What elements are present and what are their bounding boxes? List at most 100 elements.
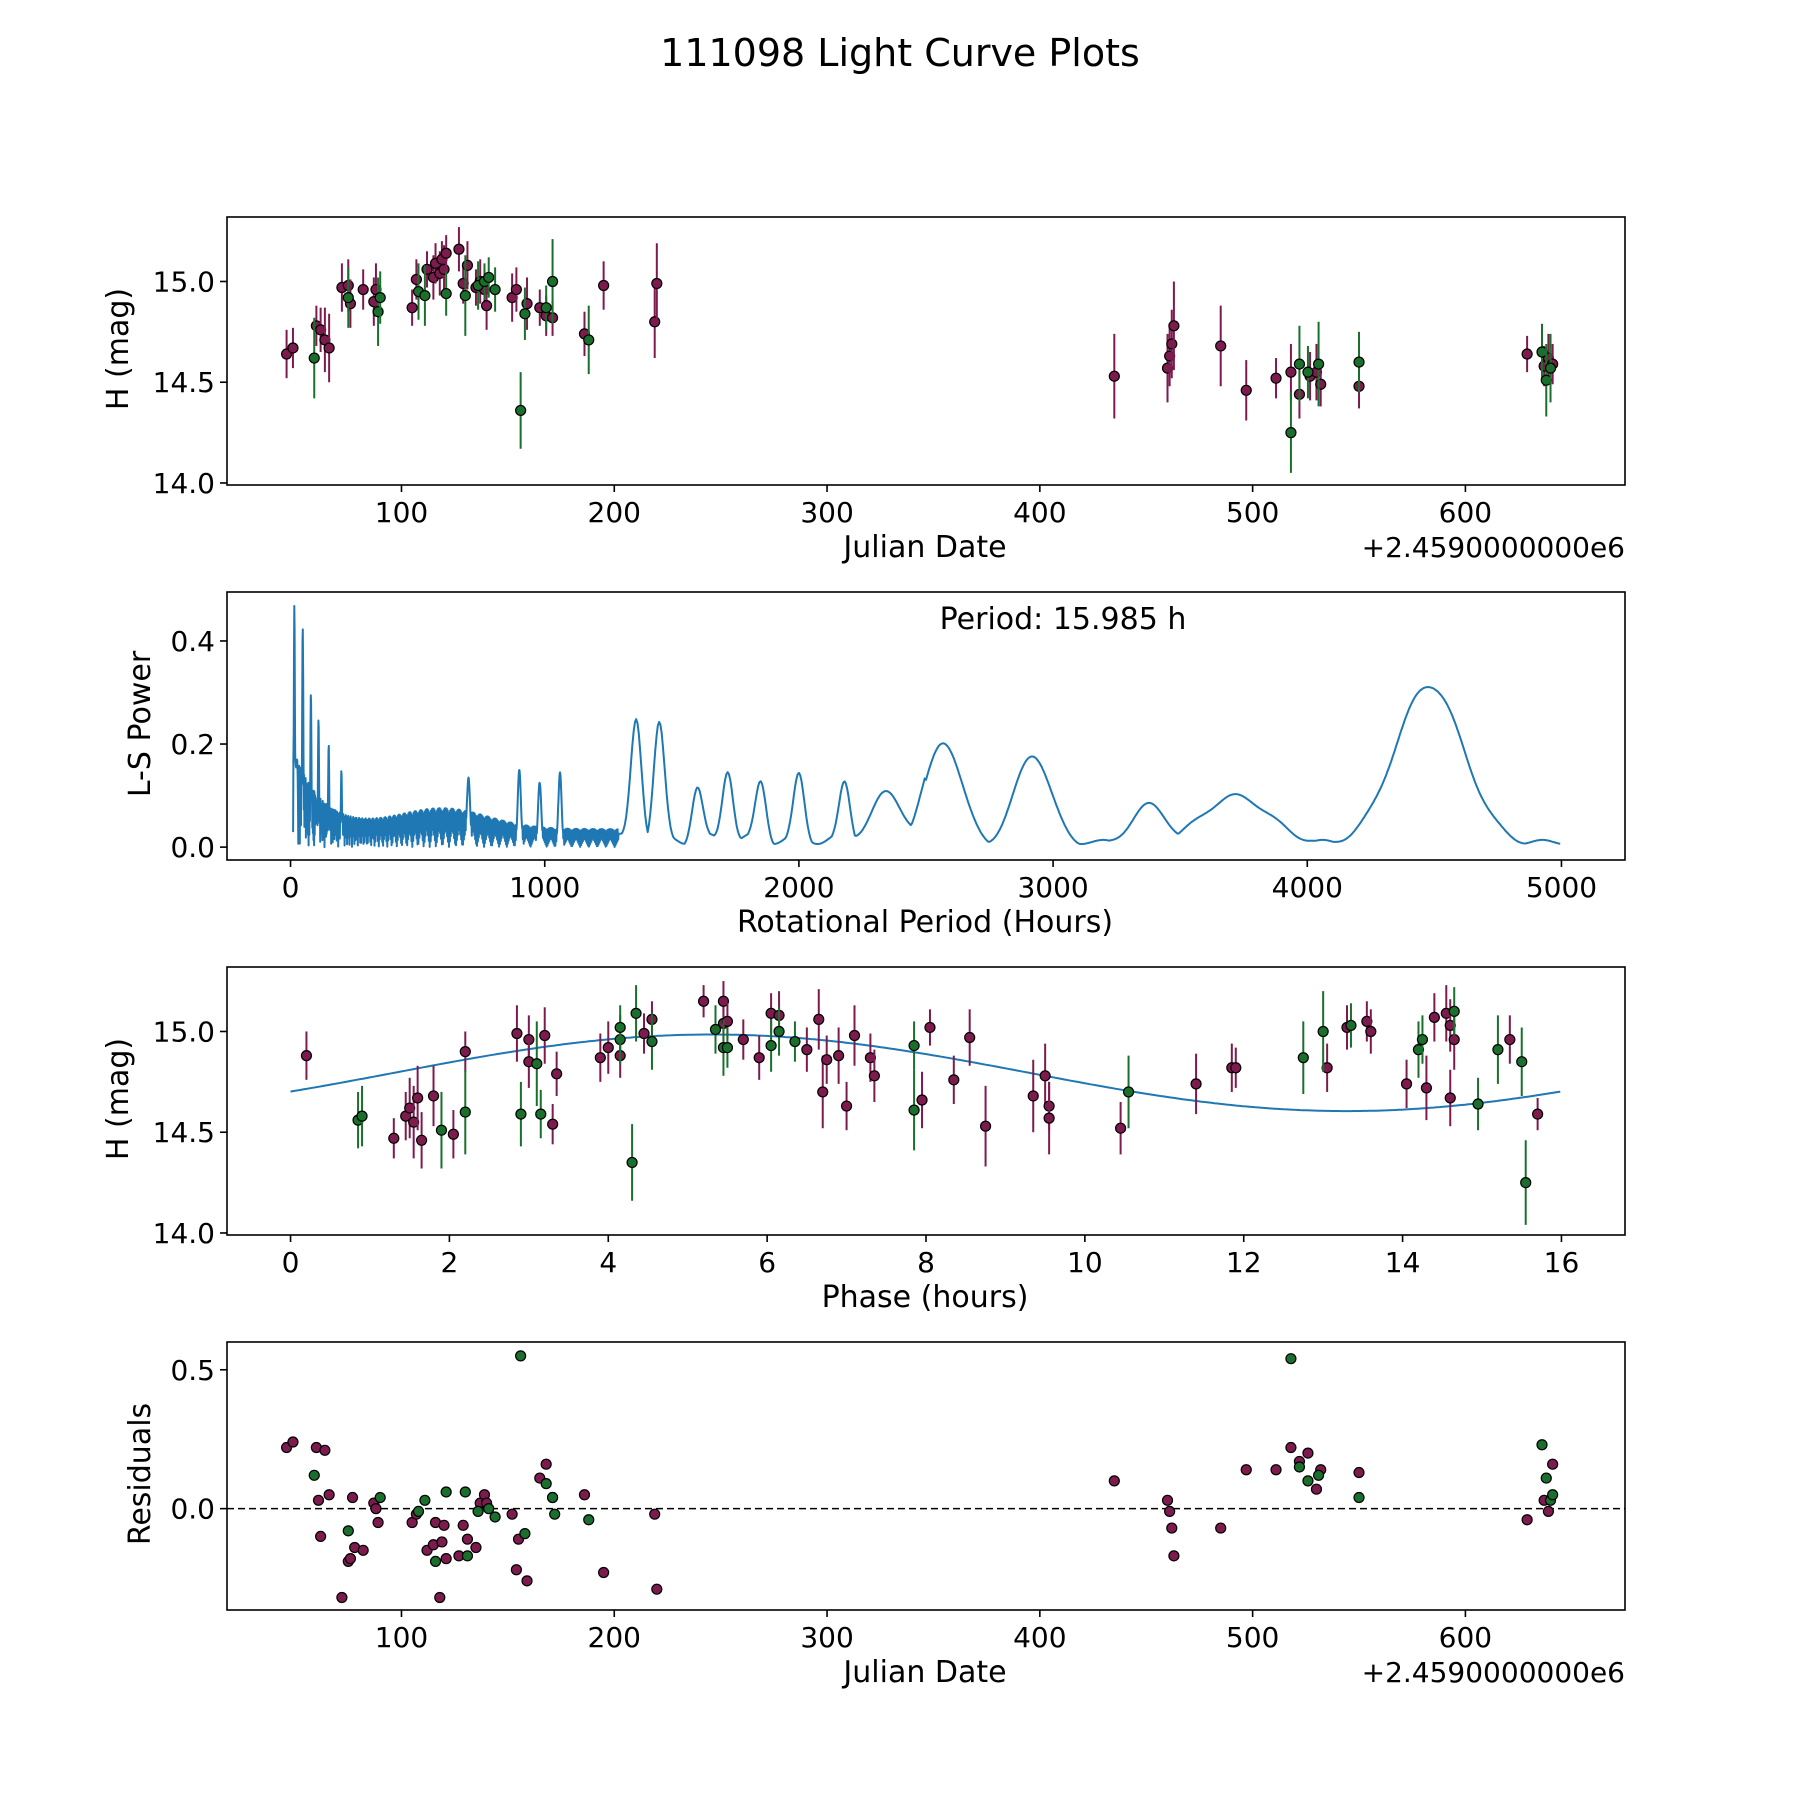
residuals-data-point [472, 1505, 484, 1518]
residuals-data-point [521, 1575, 533, 1587]
phased-xlabel: Phase (hours) [822, 1280, 1029, 1315]
residuals-data-point [1536, 1439, 1548, 1451]
phased-data-point [1492, 1044, 1504, 1056]
residuals-plot-area [227, 1350, 1625, 1604]
residuals-data-point [1215, 1522, 1227, 1534]
lightcurve-axes-frame [226, 216, 1626, 486]
phased-data-point [1516, 1056, 1528, 1068]
phased-data-point [1027, 1090, 1039, 1102]
residuals-data-point [312, 1494, 325, 1506]
phased-data-point [404, 1102, 416, 1114]
phased-plot-area [290, 981, 1561, 1225]
phased-data-point [789, 1035, 801, 1048]
residuals-data-point [1310, 1483, 1323, 1495]
phased-data-point [1190, 1078, 1202, 1090]
residuals-data-point [461, 1533, 474, 1545]
residuals-data-point [438, 1519, 450, 1531]
phased-data-point [356, 1110, 368, 1122]
phased-data-point [1345, 1019, 1357, 1032]
phased-data-point [531, 1058, 543, 1070]
phased-data-point [1043, 1112, 1055, 1124]
phased-data-point [1361, 1015, 1373, 1028]
phased-data-point [1444, 1019, 1456, 1032]
phased-data-point [717, 995, 730, 1007]
residuals-x-tick-label: 500 [1226, 1621, 1279, 1654]
phased-data-point [638, 1027, 650, 1040]
periodogram-x-tick-label: 3000 [1017, 871, 1088, 904]
phased-data-point [721, 1015, 734, 1028]
lightcurve-data-point [1285, 427, 1297, 439]
residuals-data-point [1302, 1447, 1314, 1459]
residuals-data-point [546, 1491, 559, 1504]
periodogram-x-tick-label: 1000 [509, 871, 580, 904]
phased-data-point [1321, 1062, 1333, 1074]
residuals-data-point [336, 1591, 348, 1604]
residuals-data-point [308, 1469, 320, 1481]
residuals-data-point [1302, 1475, 1314, 1487]
phased-data-point [594, 1052, 606, 1064]
periodogram-x-tick-label: 0 [282, 871, 300, 904]
phased-data-point [1472, 1098, 1484, 1110]
lightcurve-data-point [323, 342, 335, 354]
phased-data-point [630, 1007, 642, 1019]
periodogram-plot-area [292, 605, 1561, 849]
residuals-data-point [649, 1508, 661, 1520]
periodogram-x-tick-label: 4000 [1272, 871, 1343, 904]
residuals-data-point [1293, 1461, 1306, 1473]
phased-axes-frame [226, 966, 1626, 1236]
residuals-data-point [1161, 1494, 1174, 1506]
residuals-data-point [440, 1553, 452, 1565]
phased-data-point [908, 1039, 920, 1052]
lightcurve-data-point [438, 263, 450, 275]
lightcurve-data-point [1544, 362, 1557, 374]
phased-data-point [813, 1013, 825, 1025]
residuals-x-tick-label: 400 [1013, 1621, 1066, 1654]
lightcurve-data-point [649, 316, 661, 328]
phased-data-point [697, 995, 710, 1007]
phased-data-point [300, 1050, 313, 1062]
phased-data-point [614, 1021, 626, 1034]
phased-ylabel: H (mag) [101, 1038, 136, 1160]
phased-x-tick-label: 16 [1544, 1246, 1580, 1279]
phased-data-point [864, 1052, 876, 1064]
lightcurve-data-point [651, 277, 663, 290]
phased-data-point [753, 1052, 765, 1064]
lightcurve-data-point [1315, 378, 1327, 390]
phased-x-tick-label: 6 [758, 1246, 776, 1279]
phased-data-point [868, 1070, 880, 1082]
phased-data-point [515, 1108, 527, 1120]
lightcurve-data-point [461, 259, 474, 271]
phased-x-tick-label: 0 [282, 1246, 300, 1279]
lightcurve-data-point [308, 352, 320, 364]
lomb-scargle-power-line [292, 605, 1561, 849]
residuals-data-point [429, 1555, 442, 1567]
phased-x-tick-label: 8 [917, 1246, 935, 1279]
lightcurve-x-tick-label: 200 [588, 496, 641, 529]
residuals-data-point [470, 1541, 482, 1554]
phased-x-tick-label: 2 [440, 1246, 458, 1279]
lightcurve-x-tick-label: 400 [1013, 496, 1066, 529]
phased-data-point [602, 1042, 614, 1054]
residuals-data-point [342, 1525, 354, 1537]
lightcurve-data-point [489, 283, 501, 296]
periodogram-y-tick-label: 0.2 [170, 728, 215, 761]
phased-data-point [1416, 1033, 1429, 1046]
residuals-ylabel: Residuals [123, 1403, 158, 1545]
lightcurve-data-point [515, 404, 527, 417]
lightcurve-plot-area [280, 227, 1559, 473]
phased-data-point [1297, 1052, 1309, 1064]
phased-data-point [848, 1029, 861, 1042]
lightcurve-data-point [546, 275, 559, 288]
lightcurve-data-point [1285, 366, 1297, 378]
residuals-data-point [510, 1564, 522, 1576]
phased-data-point [1365, 1025, 1377, 1038]
lightcurve-data-point [1240, 384, 1252, 396]
residuals-data-point [1540, 1472, 1552, 1484]
phased-data-point [1448, 1033, 1460, 1046]
lightcurve-data-point [510, 283, 522, 296]
phased-x-tick-label: 12 [1226, 1246, 1262, 1279]
phased-data-point [821, 1054, 833, 1066]
residuals-axes-frame [226, 1341, 1626, 1611]
